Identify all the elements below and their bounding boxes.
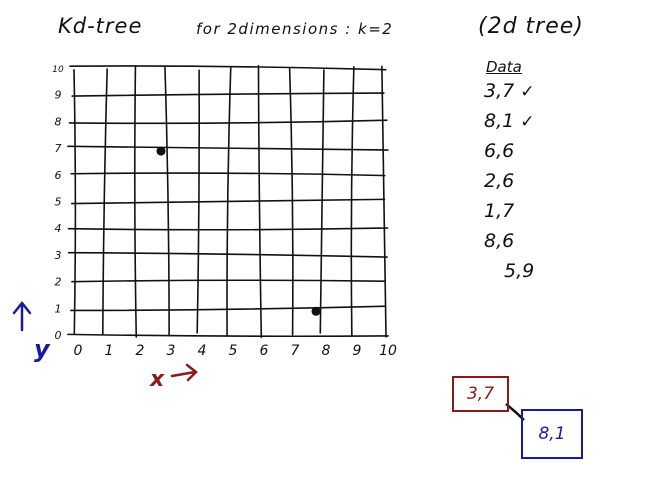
- data-row: 1,7: [484, 196, 568, 226]
- y-tick-label: 1: [55, 302, 62, 315]
- data-list: 3,7 ✓ 8,1 ✓ 6,6 2,6 1,7 8,6 5,9: [478, 76, 568, 286]
- data-row-value: 8,1: [484, 110, 515, 132]
- x-tick-label: 7: [291, 343, 300, 359]
- y-tick-label: 8: [55, 115, 62, 128]
- x-tick-label: 5: [229, 343, 238, 359]
- grid-line-horizontal: [67, 227, 389, 231]
- title: Kd-tree for 2dimensions : k=2 (2d tree): [0, 6, 671, 46]
- y-tick-label: 0: [55, 329, 62, 342]
- x-tick-label: 1: [105, 343, 114, 359]
- checkmark-icon: ✓: [520, 112, 535, 132]
- data-row-value: 5,9: [504, 260, 535, 282]
- y-tick-label: 9: [55, 89, 62, 102]
- data-point: [311, 306, 321, 316]
- grid-line-horizontal: [71, 92, 385, 97]
- grid-line-vertical: [319, 69, 325, 334]
- x-tick-label: 10: [379, 343, 397, 359]
- x-tick-label: 0: [74, 343, 83, 359]
- data-row-value: 3,7: [484, 80, 515, 102]
- y-tick-label: 3: [55, 249, 62, 262]
- data-row: 5,9: [504, 256, 568, 286]
- x-tick-label: 4: [198, 343, 207, 359]
- data-row-value: 8,6: [484, 230, 515, 252]
- grid-line-horizontal: [69, 65, 387, 71]
- tree-node-root: 3,7: [452, 376, 509, 412]
- checkmark-icon: ✓: [520, 82, 535, 102]
- grid-line-horizontal: [71, 279, 385, 283]
- grid-lines: [67, 65, 389, 338]
- title-kd-tree: Kd-tree: [58, 14, 143, 38]
- data-row-value: 2,6: [484, 170, 515, 192]
- title-2d-tree: (2d tree): [478, 14, 584, 39]
- grid-line-vertical: [350, 65, 355, 337]
- data-row: 8,1 ✓: [484, 106, 568, 136]
- y-tick-label: 2: [55, 276, 62, 289]
- grid-line-horizontal: [67, 333, 389, 338]
- data-row-value: 1,7: [484, 200, 515, 222]
- grid-line-vertical: [102, 68, 108, 335]
- grid-line-horizontal: [67, 251, 388, 258]
- grid-line-horizontal: [70, 198, 386, 205]
- grid-line-horizontal: [68, 119, 388, 125]
- axis-arrows: xy: [12, 300, 198, 392]
- data-row: 2,6: [484, 166, 568, 196]
- data-point: [156, 146, 166, 156]
- grid-line-vertical: [288, 67, 294, 336]
- y-tick-label: 5: [55, 196, 62, 209]
- x-axis-label: x: [149, 367, 165, 392]
- tree-node-child-label: 8,1: [538, 424, 566, 444]
- y-tick-label: 6: [55, 169, 62, 182]
- grid-line-vertical: [257, 65, 263, 338]
- grid-line-horizontal: [67, 145, 389, 151]
- data-heading: Data: [486, 58, 522, 76]
- data-row: 3,7 ✓: [484, 76, 568, 106]
- x-tick-label: 9: [353, 343, 362, 359]
- grid-line-vertical: [381, 65, 387, 338]
- tree-node-root-label: 3,7: [466, 384, 495, 404]
- data-panel: Data 3,7 ✓ 8,1 ✓ 6,6 2,6 1,7 8,6 5,9: [478, 58, 568, 286]
- y-tick-label: 10: [52, 65, 64, 75]
- x-arrow-icon: [170, 363, 198, 382]
- data-row: 6,6: [484, 136, 568, 166]
- y-tick-label: 4: [55, 222, 62, 235]
- x-tick-label: 2: [136, 343, 145, 359]
- y-tick-label: 7: [55, 142, 62, 155]
- y-arrow-icon: [12, 300, 32, 332]
- data-row-value: 6,6: [484, 140, 515, 162]
- tick-labels: 0 1 2 3 4 5 6 7 8 9 10 0 1 2 3 4 5 6 7 8 9 10: [52, 65, 397, 359]
- x-tick-label: 8: [322, 343, 331, 359]
- tree-node-child: 8,1: [521, 409, 583, 459]
- y-axis-label: y: [34, 335, 51, 363]
- grid-line-vertical: [133, 65, 138, 338]
- x-tick-label: 3: [167, 343, 176, 359]
- data-row: 8,6: [484, 226, 568, 256]
- grid-line-horizontal: [70, 305, 387, 312]
- grid-line-horizontal: [70, 172, 386, 177]
- data-points: [156, 146, 321, 316]
- grid-line-vertical: [73, 69, 77, 335]
- title-dimensions: for 2dimensions : k=2: [196, 20, 394, 38]
- x-tick-label: 6: [260, 343, 269, 359]
